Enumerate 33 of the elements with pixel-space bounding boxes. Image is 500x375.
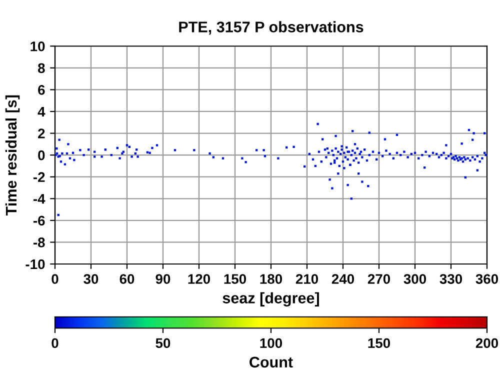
x-tick-label: 150 <box>224 274 246 284</box>
color-bar-label: 50 <box>156 338 170 348</box>
x-axis-title: seaz [degree] <box>222 292 319 307</box>
color-bar-title: Count <box>250 356 293 368</box>
x-tick-label: 330 <box>440 274 462 284</box>
y-tick-label: 10 <box>30 41 45 52</box>
y-tick-label: 6 <box>38 85 45 95</box>
y-tick-label: 8 <box>38 63 45 74</box>
color-bar-label: 0 <box>52 338 58 348</box>
x-tick-label: 270 <box>368 274 390 284</box>
color-bar-label: 200 <box>476 338 498 348</box>
x-tick-label: 360 <box>476 274 498 284</box>
x-tick-label: 120 <box>188 274 210 284</box>
x-tick-label: 90 <box>156 274 170 284</box>
y-tick-label: 0 <box>38 150 45 160</box>
y-tick-label: -10 <box>26 259 45 270</box>
y-axis-title: Time residual [s] <box>5 95 20 216</box>
y-tick-label: 4 <box>38 106 46 117</box>
color-bar-label: 150 <box>368 338 390 348</box>
y-tick-label: 2 <box>38 128 45 138</box>
y-tick-label: -2 <box>33 172 45 182</box>
y-tick-label: -8 <box>33 238 45 248</box>
x-tick-label: 180 <box>260 274 282 284</box>
color-bar-label: 100 <box>260 338 282 348</box>
y-tick-label: -6 <box>33 216 45 226</box>
x-tick-label: 60 <box>120 274 134 284</box>
x-tick-label: 300 <box>404 274 426 284</box>
x-tick-label: 210 <box>296 274 318 284</box>
chart-title: PTE, 3157 P observations <box>179 21 364 35</box>
x-tick-label: 30 <box>84 274 98 284</box>
x-tick-label: 240 <box>332 274 354 284</box>
x-tick-label: 0 <box>52 274 58 284</box>
y-tick-label: -4 <box>33 194 46 204</box>
